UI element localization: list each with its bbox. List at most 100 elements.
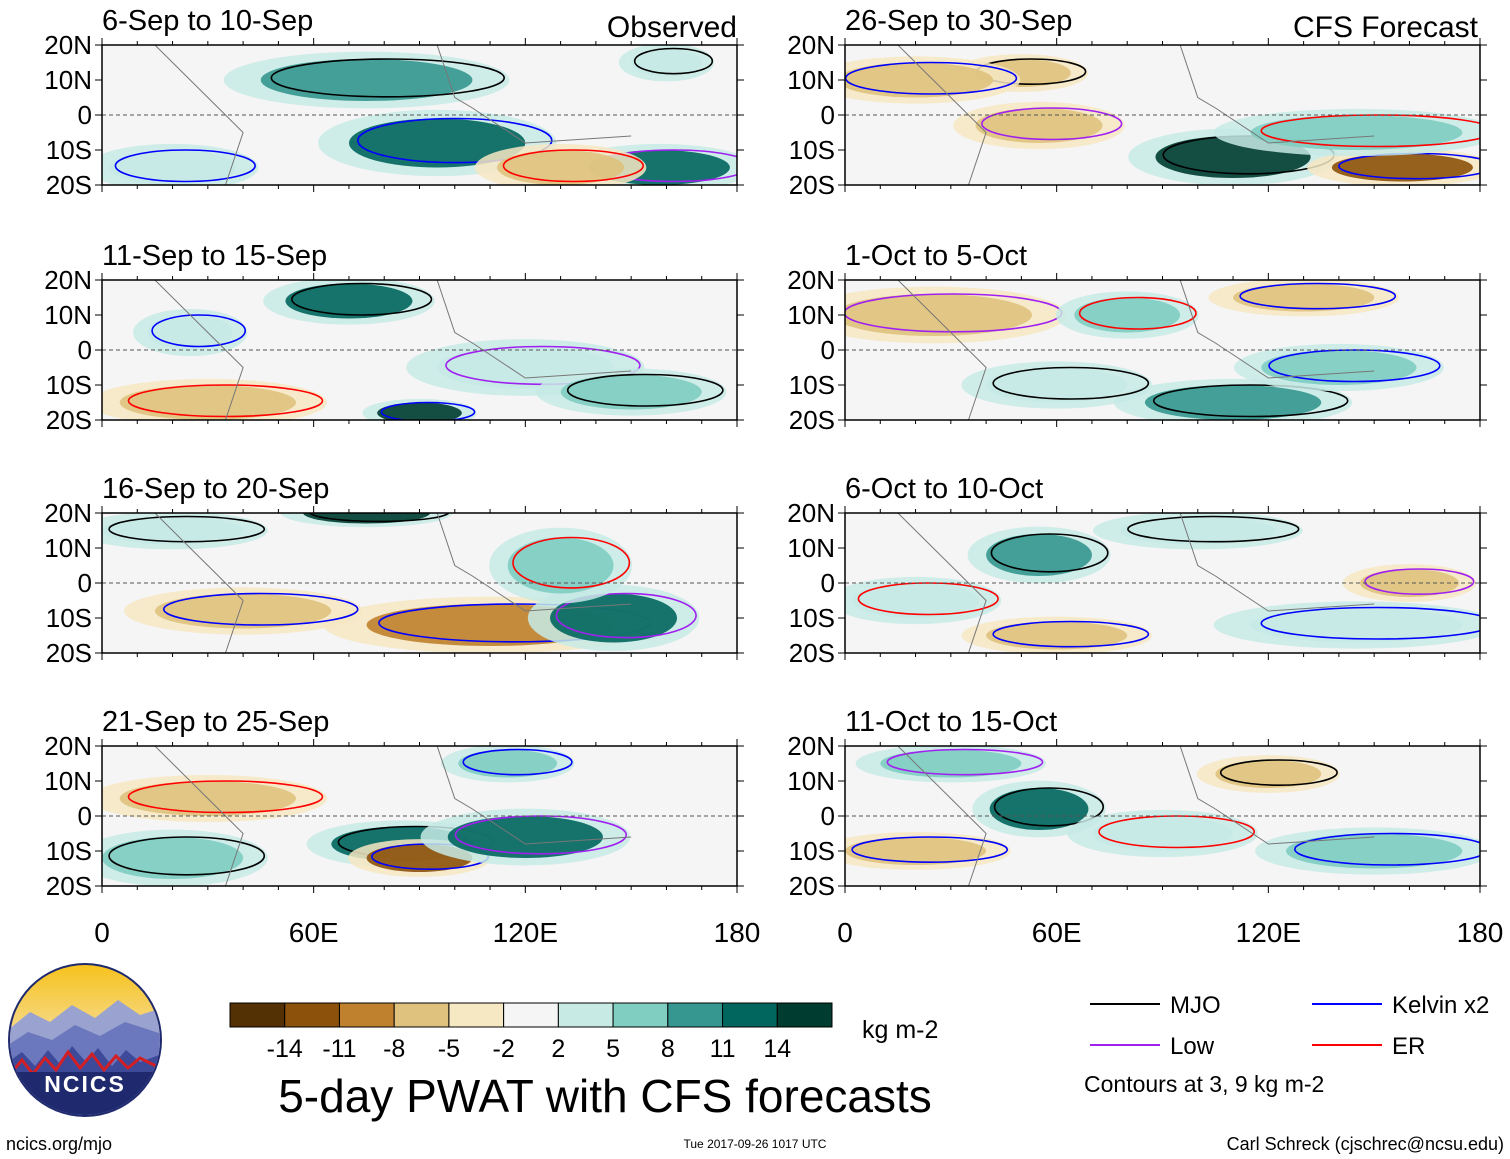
wave-contour <box>127 384 324 418</box>
y-tick-label: 0 <box>78 801 92 831</box>
wave-contour <box>462 748 573 776</box>
y-tick-label: 10S <box>46 836 92 866</box>
map-panel: 20N 10N 0 10S 20S 6-Sep to 10-Sep <box>44 5 744 200</box>
legend-label: Kelvin x2 <box>1392 992 1489 1019</box>
ncics-logo: NCICS <box>8 963 162 1117</box>
colorbar-swatch <box>503 1002 559 1028</box>
coastline <box>154 280 244 420</box>
y-tick-label: 10S <box>46 603 92 633</box>
y-tick-label: 10N <box>787 533 835 563</box>
y-tick-label: 20S <box>46 405 92 435</box>
colorbar: -14 -11 -8 -5 -2 2 5 8 11 14 <box>229 1002 833 1063</box>
pwat-anomaly <box>1074 297 1181 333</box>
colorbar-swatch <box>448 1002 505 1028</box>
y-tick-label: 0 <box>821 568 835 598</box>
coastline <box>154 746 244 886</box>
map-panel: 20N 10N 0 10S 20S 16-Sep to 20-Sep <box>44 473 744 668</box>
legend-label: ER <box>1392 1033 1425 1060</box>
colorbar-swatch <box>229 1002 286 1028</box>
pwat-anomaly <box>102 837 244 879</box>
pwat-anomaly <box>845 837 987 865</box>
footer-url[interactable]: ncics.org/mjo <box>6 1134 112 1154</box>
wave-contour <box>1260 606 1480 640</box>
wave-contour <box>633 47 714 75</box>
legend: MJO Kelvin x2 Low ER <box>1090 992 1489 1060</box>
y-tick-label: 20S <box>789 405 835 435</box>
y-tick-label: 20N <box>44 265 92 295</box>
pwat-anomaly <box>845 294 1032 336</box>
colorbar-tick-label: -11 <box>322 1035 356 1063</box>
wave-contour <box>1152 384 1349 418</box>
colorbar-swatch <box>284 1002 340 1028</box>
y-tick-label: 0 <box>821 801 835 831</box>
y-tick-label: 20S <box>46 170 92 200</box>
coastline <box>1179 513 1375 612</box>
forecast-header: CFS Forecast <box>1293 11 1479 44</box>
coastline <box>154 45 244 185</box>
map-panel: 20N 10N 0 10S 20S 6-Oct to 10-Oct <box>787 473 1487 668</box>
panel-period-label: 6-Oct to 10-Oct <box>845 473 1043 505</box>
y-tick-label: 0 <box>78 335 92 365</box>
wave-contour <box>108 515 266 543</box>
panel-period-label: 21-Sep to 25-Sep <box>102 706 329 738</box>
wave-contour <box>886 748 1044 776</box>
pwat-anomaly <box>147 315 233 350</box>
legend-label: Low <box>1170 1033 1215 1060</box>
panel-field <box>845 746 1480 886</box>
map-panel: 20N 10N 0 10S 20S 21-Sep to 25-Sep <box>44 706 744 901</box>
pwat-anomaly <box>631 48 702 77</box>
pwat-anomaly <box>560 374 702 410</box>
panel-field <box>845 513 1480 653</box>
footer-timestamp: Tue 2017-09-26 1017 UTC <box>684 1137 827 1151</box>
wave-contour <box>308 513 450 523</box>
y-tick-label: 10S <box>789 370 835 400</box>
pwat-anomaly <box>1331 153 1473 182</box>
wave-contour <box>1127 515 1300 543</box>
colorbar-tick-label: -14 <box>267 1035 303 1063</box>
logo-text: NCICS <box>44 1071 126 1097</box>
wave-contour <box>993 787 1105 827</box>
panel-period-label: 1-Oct to 5-Oct <box>845 240 1027 272</box>
wave-contour <box>114 149 256 183</box>
pwat-anomaly <box>880 749 1022 778</box>
pwat-anomaly <box>348 118 526 168</box>
colorbar-swatch <box>612 1002 669 1028</box>
pwat-anomaly <box>497 150 625 185</box>
pwat-anomaly <box>1091 816 1234 851</box>
wave-contour <box>992 620 1150 648</box>
panel-period-label: 26-Sep to 30-Sep <box>845 5 1072 37</box>
wave-contour <box>380 401 476 420</box>
y-tick-label: 20S <box>789 871 835 901</box>
colorbar-swatch <box>393 1002 450 1028</box>
y-tick-label: 0 <box>78 568 92 598</box>
map-panel: 20N 10N 0 10S 20S 11-Oct to 15-Oct <box>787 706 1487 901</box>
wave-contour <box>270 58 505 98</box>
colorbar-swatch <box>776 1002 833 1028</box>
pwat-anomaly <box>845 62 994 98</box>
legend-label: MJO <box>1170 992 1221 1019</box>
panel-field <box>845 45 1480 185</box>
panel-period-label: 16-Sep to 20-Sep <box>102 473 329 505</box>
coastline <box>897 280 987 420</box>
wave-contour <box>1078 296 1197 330</box>
colorbar-tick-label: -8 <box>383 1035 405 1063</box>
coastline <box>1179 280 1375 379</box>
panel-field <box>102 280 727 420</box>
pwat-anomaly <box>1285 833 1463 869</box>
y-tick-label: 10S <box>46 370 92 400</box>
y-tick-label: 20N <box>787 498 835 528</box>
wave-contour <box>127 780 324 814</box>
x-tick-label: 0 <box>94 917 110 948</box>
wave-contour <box>992 366 1150 400</box>
wave-contour <box>512 536 631 589</box>
coastline <box>897 513 987 653</box>
panel-field <box>102 746 632 886</box>
x-tick-label: 180 <box>1457 917 1504 948</box>
y-tick-label: 10N <box>44 533 92 563</box>
pwat-anomaly <box>1215 760 1322 788</box>
pwat-anomaly <box>1233 283 1375 312</box>
pwat-anomaly <box>507 537 614 594</box>
pwat-anomaly <box>989 788 1089 830</box>
wave-contour <box>1219 759 1338 787</box>
